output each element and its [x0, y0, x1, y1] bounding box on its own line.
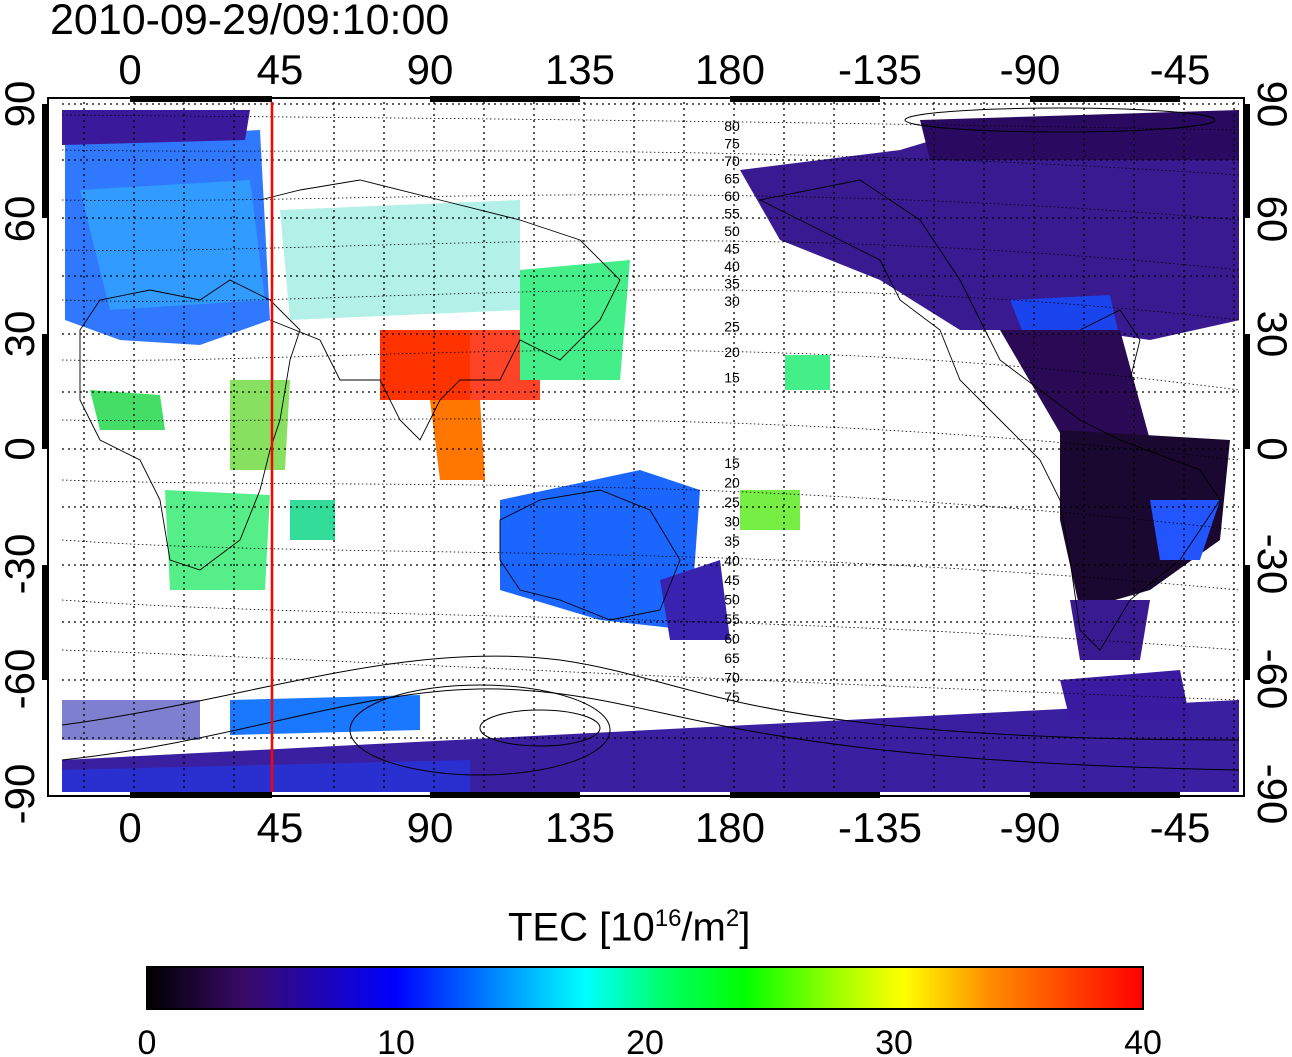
contour-label-south: 40 — [724, 553, 740, 569]
contour-label-north: 50 — [724, 223, 740, 239]
colorbar-tick-label: 40 — [1124, 1024, 1162, 1057]
x-tick-label-bottom: -135 — [838, 804, 922, 851]
colorbar-title: TEC [1016/m2] — [508, 905, 751, 950]
x-tick-label-top: 0 — [118, 46, 141, 93]
colorbar-tick-label: 30 — [875, 1024, 913, 1057]
y-tick-label-right: 60 — [1249, 196, 1292, 243]
contour-label-north: 75 — [724, 136, 740, 152]
contour-label-north: 40 — [724, 258, 740, 274]
contour-label-north: 20 — [724, 344, 740, 360]
colorbar-tick-label: 0 — [138, 1024, 157, 1057]
contour-label-north: 30 — [724, 293, 740, 309]
contour-label-north: 65 — [724, 171, 740, 187]
contour-label-south: 35 — [724, 533, 740, 549]
colorbar — [146, 966, 1144, 1010]
contour-label-south: 50 — [724, 592, 740, 608]
x-tick-label-top: -135 — [838, 46, 922, 93]
contour-label-south: 30 — [724, 514, 740, 530]
x-tick-label-bottom: 0 — [118, 804, 141, 851]
x-tick-label-bottom: 135 — [545, 804, 615, 851]
colorbar-tick-labels: 0 10 20 30 40 — [138, 1024, 1162, 1057]
contour-label-north: 45 — [724, 241, 740, 257]
contour-label-south: 20 — [724, 475, 740, 491]
y-tick-label-left: -60 — [0, 649, 43, 710]
x-tick-label-bottom: 180 — [695, 804, 765, 851]
y-tick-label-left: 90 — [0, 81, 43, 128]
x-tick-label-bottom: 45 — [257, 804, 304, 851]
contour-label-south: 55 — [724, 611, 740, 627]
y-axis-right-labels: 90 60 30 0 -30 -60 -90 — [1249, 81, 1292, 825]
contour-label-north: 25 — [724, 319, 740, 335]
y-tick-label-right: 0 — [1249, 437, 1292, 460]
y-tick-label-right: 30 — [1249, 311, 1292, 358]
x-tick-label-top: 135 — [545, 46, 615, 93]
x-tick-label-top: 90 — [407, 46, 454, 93]
contour-label-south: 70 — [724, 670, 740, 686]
map-timestamp-title: 2010-09-29/09:10:00 — [50, 0, 450, 44]
y-tick-label-left: 30 — [0, 311, 43, 358]
x-tick-label-top: 45 — [257, 46, 304, 93]
contour-label-north: 60 — [724, 188, 740, 204]
contour-label-south: 65 — [724, 650, 740, 666]
axis-tick-bars — [42, 96, 1250, 798]
contour-label-north: 35 — [724, 276, 740, 292]
x-tick-label-top: -90 — [1000, 46, 1061, 93]
contour-label-north: 15 — [724, 370, 740, 386]
x-tick-label-bottom: -45 — [1150, 804, 1211, 851]
contour-labels: 8075706560555045403530252015152025303540… — [724, 118, 740, 705]
x-axis-top-labels: 0 45 90 135 180 -135 -90 -45 — [118, 46, 1210, 93]
magnetic-contours-solid — [62, 107, 1239, 776]
contour-label-north: 80 — [724, 118, 740, 134]
x-tick-label-bottom: -90 — [1000, 804, 1061, 851]
map-grid — [62, 102, 1239, 792]
contour-label-south: 25 — [724, 494, 740, 510]
colorbar-tick-label: 20 — [626, 1024, 664, 1057]
x-tick-label-top: -45 — [1150, 46, 1211, 93]
contour-label-north: 55 — [724, 206, 740, 222]
contour-label-south: 15 — [724, 455, 740, 471]
x-axis-bottom-labels: 0 45 90 135 180 -135 -90 -45 — [118, 804, 1210, 851]
y-tick-label-right: -30 — [1249, 534, 1292, 595]
contour-label-south: 60 — [724, 631, 740, 647]
colorbar-tick-label: 10 — [377, 1024, 415, 1057]
y-tick-label-right: -90 — [1249, 764, 1292, 825]
y-tick-label-right: -60 — [1249, 649, 1292, 710]
contour-label-south: 75 — [724, 689, 740, 705]
coastlines — [79, 179, 1221, 651]
tec-data-layer — [62, 110, 1239, 792]
y-tick-label-left: 0 — [0, 437, 43, 460]
y-tick-label-left: 60 — [0, 196, 43, 243]
y-tick-label-right: 90 — [1249, 81, 1292, 128]
contour-label-south: 45 — [724, 572, 740, 588]
y-tick-label-left: -30 — [0, 534, 43, 595]
magnetic-contours — [62, 114, 1239, 701]
x-tick-label-top: 180 — [695, 46, 765, 93]
contour-label-north: 70 — [724, 153, 740, 169]
y-tick-label-left: -90 — [0, 764, 43, 825]
x-tick-label-bottom: 90 — [407, 804, 454, 851]
y-axis-left-labels: 90 60 30 0 -30 -60 -90 — [0, 81, 43, 825]
